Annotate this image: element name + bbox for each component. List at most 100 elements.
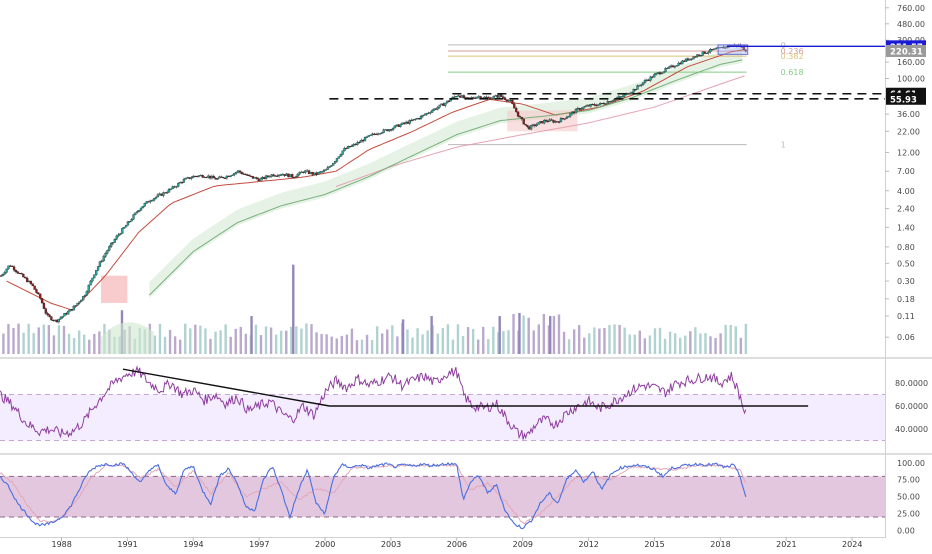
volume-bar [335, 338, 338, 354]
candle-body [162, 192, 165, 196]
candle-body [268, 176, 271, 178]
candle-body [475, 96, 479, 99]
candle-body [537, 122, 540, 125]
candle-body [91, 277, 94, 282]
candle-body [658, 72, 662, 75]
volume-bar [441, 328, 445, 354]
candle-body [85, 291, 89, 296]
candle-body [526, 124, 529, 127]
candle-body [270, 174, 273, 177]
candle-body [556, 121, 559, 123]
volume-bar [259, 335, 263, 354]
candle-body [690, 58, 693, 60]
candle-body [703, 51, 706, 54]
volume-bar [451, 339, 455, 354]
volume-bar [522, 315, 525, 354]
candle-body [369, 134, 372, 136]
volume-spike [498, 316, 501, 354]
candle-body [668, 66, 671, 69]
candle-body [173, 186, 176, 188]
candle-body [531, 124, 535, 126]
volume-bar [744, 323, 748, 354]
candle-body [136, 211, 139, 213]
candle-body [636, 85, 639, 90]
candle-body [68, 309, 72, 312]
volume-bar [350, 328, 354, 354]
candle-body [621, 96, 624, 98]
candle-body [277, 174, 281, 177]
candle-body [541, 121, 544, 124]
volume-bar [482, 326, 485, 354]
candle-body [393, 125, 397, 129]
volume-bar [27, 323, 30, 354]
candle-body [324, 169, 327, 171]
volume-bar [168, 329, 172, 354]
volume-bar [593, 327, 596, 354]
candle-body [563, 118, 566, 120]
price-badge [886, 92, 926, 105]
volume-bar [653, 328, 657, 354]
candle-body [225, 175, 229, 179]
candle-body [33, 285, 36, 290]
rsi-panel: 80.0000 60.0000 40.0000 [0, 365, 928, 441]
rsi-band [0, 394, 885, 441]
candle-body [89, 280, 92, 286]
time-tick-label: 2024 [842, 540, 862, 549]
volume-bar [471, 329, 475, 354]
candle-body [389, 129, 393, 131]
volume-bar [532, 330, 535, 354]
candle-body [699, 54, 703, 57]
cloud-red-patch [101, 275, 128, 304]
candlesticks [0, 43, 747, 324]
candle-body [339, 154, 342, 157]
volume-bar [2, 333, 5, 354]
candle-body [328, 166, 331, 168]
volume-spike [292, 264, 295, 354]
candle-body [399, 124, 402, 127]
candle-body [25, 277, 29, 283]
candle-body [587, 105, 591, 107]
candle-body [207, 175, 210, 178]
candle-body [688, 58, 691, 61]
time-tick-label: 1997 [249, 540, 269, 549]
volume-bar [497, 332, 500, 354]
candle-body [57, 318, 61, 323]
candle-body [697, 54, 701, 56]
candle-body [528, 126, 531, 130]
volume-bar [264, 326, 268, 354]
candle-body [477, 96, 481, 98]
candle-body [126, 221, 130, 226]
candle-body [546, 120, 550, 122]
volume-bar [598, 328, 601, 354]
volume-spike [430, 316, 433, 354]
candle-body [572, 111, 576, 114]
candle-body [287, 173, 290, 178]
volume-ma-area [101, 322, 154, 354]
candle-body [692, 56, 695, 60]
candle-body [388, 129, 391, 132]
time-tick-label: 1988 [51, 540, 71, 549]
candle-body [315, 172, 318, 175]
fib-label: 0 [781, 41, 786, 50]
volume-bar [557, 314, 561, 354]
volume-bar [77, 330, 81, 354]
rsi-trendline [122, 368, 330, 407]
candle-body [313, 172, 316, 175]
candle-body [645, 79, 649, 81]
candle-body [578, 108, 581, 110]
volume-bar [153, 335, 157, 354]
candle-body [641, 82, 645, 86]
candle-body [1, 274, 5, 276]
volume-bar [209, 338, 212, 354]
candle-body [404, 121, 408, 124]
candle-body [186, 177, 189, 179]
candle-body [46, 313, 49, 316]
candle-body [29, 280, 33, 284]
volume-bar [446, 324, 450, 354]
candle-body [434, 108, 438, 110]
volume-bar [62, 325, 66, 354]
volume-bar [229, 336, 232, 354]
stoch-k-line [0, 461, 747, 530]
candle-body [591, 104, 594, 106]
volume-bar [279, 330, 283, 354]
